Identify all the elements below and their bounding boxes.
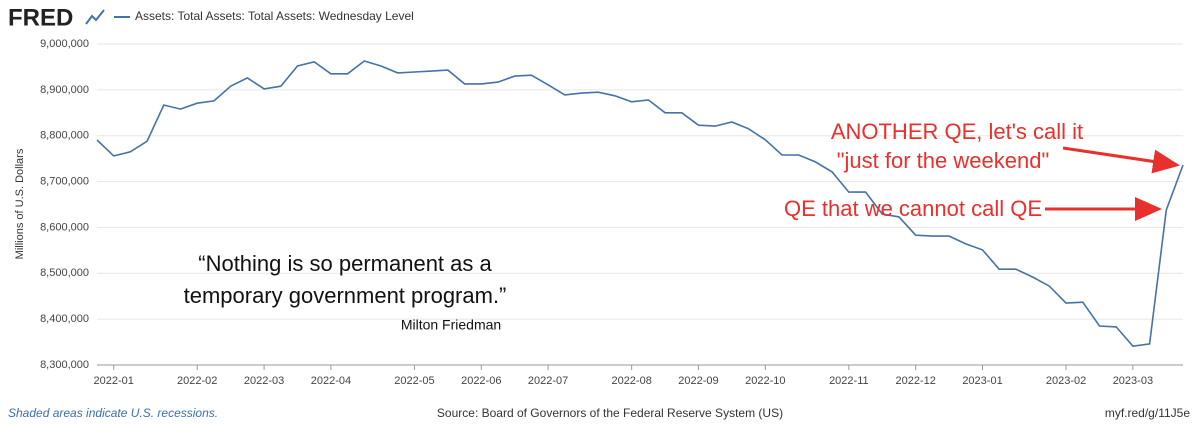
x-tick-label: 2022-06: [461, 375, 501, 387]
x-tick-label: 2023-01: [962, 375, 1002, 387]
y-axis-label: Millions of U.S. Dollars: [14, 148, 26, 259]
x-tick-label: 2022-07: [528, 375, 568, 387]
x-tick-label: 2022-05: [394, 375, 434, 387]
footer-note: Shaded areas indicate U.S. recessions.: [8, 406, 218, 420]
y-tick-label: 8,800,000: [40, 130, 89, 142]
annotation: QE that we cannot call QE: [784, 196, 1042, 221]
y-tick-label: 8,600,000: [40, 221, 89, 233]
x-tick-label: 2022-11: [829, 375, 869, 387]
footer-link: myf.red/g/11J5e: [1105, 406, 1190, 420]
y-tick-label: 9,000,000: [40, 38, 89, 50]
x-tick-label: 2022-09: [678, 375, 718, 387]
y-tick-label: 8,400,000: [40, 313, 89, 325]
plot-area: [97, 44, 1183, 365]
y-tick-label: 8,300,000: [40, 359, 89, 371]
x-tick-label: 2022-03: [244, 375, 284, 387]
logo: FRED: [8, 4, 73, 31]
x-tick-label: 2022-12: [895, 375, 935, 387]
annotation: "just for the weekend": [837, 148, 1050, 173]
x-tick-label: 2022-10: [745, 375, 785, 387]
x-tick-label: 2022-04: [311, 375, 351, 387]
quote-author: Milton Friedman: [401, 317, 501, 333]
x-tick-label: 2022-08: [611, 375, 651, 387]
plot: 8,300,000 8,400,000 8,500,000 8,600,000 8,70…: [40, 38, 1184, 387]
quote: “Nothing is so permanent as a: [198, 251, 492, 276]
quote: temporary government program.”: [184, 283, 507, 308]
annotation: ANOTHER QE, let's call it: [831, 119, 1083, 144]
y-tick-label: 8,700,000: [40, 175, 89, 187]
x-tick-label: 2022-02: [177, 375, 217, 387]
x-tick-label: 2022-01: [94, 375, 134, 387]
x-tick-label: 2023-03: [1113, 375, 1153, 387]
y-tick-label: 8,500,000: [40, 267, 89, 279]
footer-source: Source: Board of Governors of the Federa…: [437, 406, 783, 420]
x-tick-label: 2023-02: [1046, 375, 1086, 387]
series-line: [96, 60, 1184, 348]
legend-label: Assets: Total Assets: Total Assets: Wedn…: [135, 9, 414, 23]
y-tick-label: 8,900,000: [40, 84, 89, 96]
arrow: [1062, 146, 1180, 174]
logo-icon: [85, 9, 105, 25]
